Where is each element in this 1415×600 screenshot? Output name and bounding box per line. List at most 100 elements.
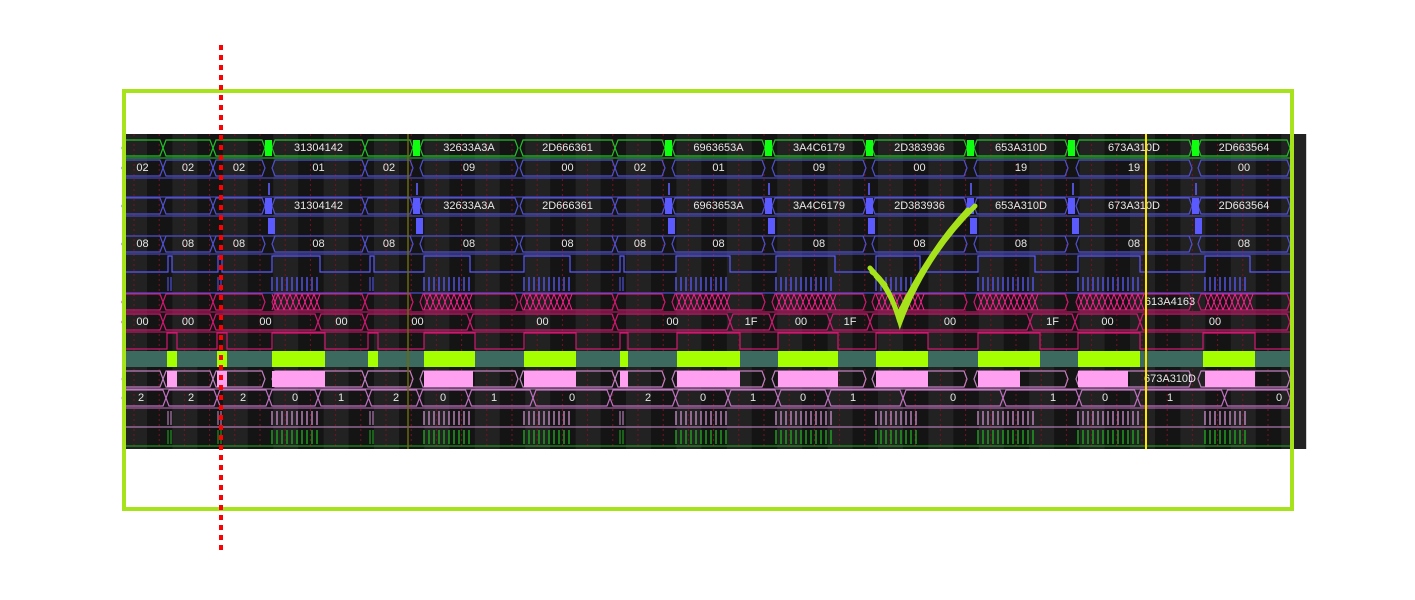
bus-segment bbox=[364, 159, 414, 177]
bus-segment bbox=[614, 293, 666, 311]
grid-column bbox=[374, 134, 399, 449]
bus-value: 02 bbox=[383, 162, 395, 174]
bus-segment bbox=[827, 389, 904, 407]
transition-marker bbox=[413, 140, 420, 156]
bus-segment bbox=[1002, 389, 1080, 407]
bus-value: 1 bbox=[850, 392, 856, 404]
bus-value: 2D663564 bbox=[1219, 142, 1270, 154]
bus-value: 613A4163 bbox=[1145, 296, 1195, 308]
bus-segment bbox=[671, 293, 766, 311]
crosshatch bbox=[799, 293, 807, 311]
bus-segment bbox=[1197, 159, 1291, 177]
bus-segment bbox=[671, 159, 766, 177]
bus-value: 00 bbox=[795, 316, 807, 328]
pulse bbox=[768, 218, 775, 234]
bus-value: 6963653A bbox=[693, 142, 744, 154]
bus-segment bbox=[419, 370, 519, 388]
active-block bbox=[1203, 351, 1255, 367]
grid-column bbox=[474, 134, 500, 449]
bus-segment bbox=[614, 197, 666, 215]
grid-column bbox=[676, 134, 702, 449]
active-block bbox=[272, 371, 325, 387]
bus-segment bbox=[467, 389, 534, 407]
crosshatch bbox=[429, 293, 437, 311]
active-block bbox=[424, 351, 475, 367]
crosshatch bbox=[817, 293, 825, 311]
grid-column bbox=[575, 134, 601, 449]
bus-segment bbox=[165, 389, 218, 407]
crosshatch bbox=[523, 293, 531, 311]
active-block bbox=[1078, 371, 1128, 387]
bus-segment bbox=[162, 313, 214, 331]
bus-value: 673A310D bbox=[1108, 200, 1160, 212]
crosshatch bbox=[917, 293, 925, 311]
bus-value: 08 bbox=[913, 238, 925, 250]
bus-value: 00 bbox=[136, 316, 148, 328]
bus-value: 08 bbox=[1015, 238, 1027, 250]
bus-value: 08 bbox=[136, 238, 148, 250]
bus-segment bbox=[771, 293, 867, 311]
crosshatch bbox=[1119, 293, 1127, 311]
pulse bbox=[868, 218, 875, 234]
bus-value: 00 bbox=[561, 162, 573, 174]
grid-column bbox=[273, 134, 299, 449]
crosshatch bbox=[1077, 293, 1085, 311]
pulse bbox=[768, 183, 770, 195]
bus-value: 19 bbox=[1128, 162, 1140, 174]
bus-value: 00 bbox=[666, 316, 678, 328]
transition-marker bbox=[1068, 198, 1075, 214]
bus-value: 02 bbox=[233, 162, 245, 174]
bus-segment bbox=[871, 159, 968, 177]
grid-column bbox=[323, 134, 349, 449]
active-block bbox=[876, 351, 928, 367]
crosshatch bbox=[675, 293, 683, 311]
crosshatch bbox=[711, 293, 719, 311]
bus-value: 08 bbox=[561, 238, 573, 250]
active-block bbox=[1205, 371, 1255, 387]
active-block bbox=[272, 351, 325, 367]
crosshatch bbox=[301, 293, 309, 311]
bus-value: 0 bbox=[569, 392, 575, 404]
bus-segment bbox=[973, 370, 1069, 388]
crosshatch bbox=[787, 293, 795, 311]
bus-value: 01 bbox=[712, 162, 724, 174]
bus-value: 1 bbox=[1167, 392, 1173, 404]
pulse bbox=[1072, 183, 1074, 195]
bus-value: 2D383936 bbox=[894, 200, 945, 212]
transition-marker bbox=[665, 198, 672, 214]
pulse bbox=[1072, 218, 1079, 234]
crosshatch bbox=[1216, 293, 1224, 311]
bus-segment bbox=[902, 389, 1004, 407]
bus-value: 673A310D bbox=[1108, 142, 1160, 154]
bus-segment bbox=[1074, 313, 1141, 331]
transition-marker bbox=[967, 140, 974, 156]
transition-marker bbox=[665, 140, 672, 156]
bus-segment bbox=[271, 293, 366, 311]
crosshatch bbox=[805, 293, 813, 311]
bus-segment bbox=[418, 389, 470, 407]
crosshatch bbox=[447, 293, 455, 311]
bus-segment bbox=[268, 389, 319, 407]
bus-segment bbox=[519, 139, 616, 157]
bus-segment bbox=[364, 370, 414, 388]
bus-value: 00 bbox=[259, 316, 271, 328]
crosshatch bbox=[1240, 293, 1248, 311]
crosshatch bbox=[1101, 293, 1109, 311]
crosshatch bbox=[283, 293, 291, 311]
bus-segment bbox=[162, 370, 214, 388]
active-block bbox=[424, 371, 473, 387]
bus-value: 673A310D bbox=[1144, 373, 1196, 385]
bus-segment bbox=[777, 389, 829, 407]
grid-column bbox=[424, 134, 450, 449]
crosshatch bbox=[823, 293, 831, 311]
bus-segment bbox=[212, 293, 266, 311]
grid-column bbox=[1180, 134, 1206, 449]
bus-segment bbox=[216, 389, 270, 407]
crosshatch bbox=[441, 293, 449, 311]
bus-segment bbox=[727, 389, 779, 407]
active-block bbox=[368, 351, 378, 367]
bus-value: 00 bbox=[944, 316, 956, 328]
bus-value: 0 bbox=[440, 392, 446, 404]
crosshatch bbox=[781, 293, 789, 311]
